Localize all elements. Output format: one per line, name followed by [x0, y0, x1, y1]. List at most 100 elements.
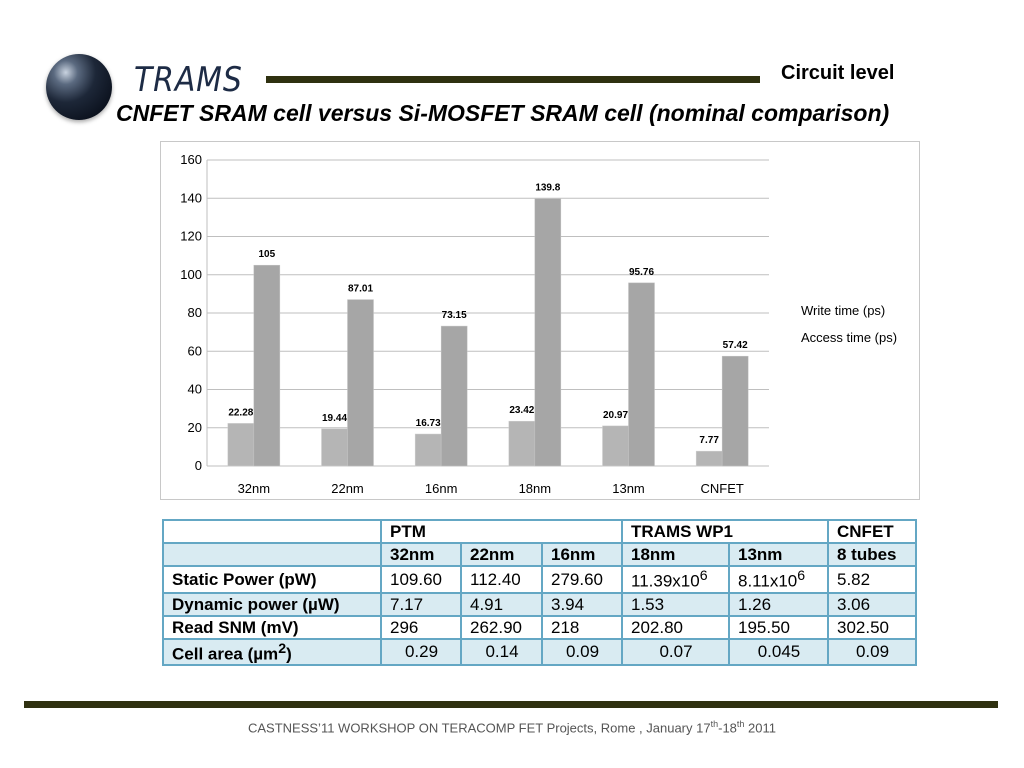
data-label-write: 20.97	[603, 410, 628, 421]
table-cell: 112.40	[460, 565, 543, 594]
section-label: Circuit level	[781, 62, 895, 84]
table-cell: 1.53	[621, 591, 730, 617]
y-tick-label: 120	[180, 229, 202, 244]
table-header-row-1: PTM TRAMS WP1 CNFET	[162, 519, 917, 544]
table-header-cnfet: CNFET	[827, 519, 917, 544]
table-cell: 0.09	[541, 637, 623, 667]
legend-entry: Write time (ps)	[801, 303, 885, 318]
table-cell: 3.94	[541, 591, 623, 617]
footer-year: 2011	[744, 720, 776, 736]
bar-write-time	[695, 450, 723, 467]
trams-logo-sphere-icon	[46, 54, 112, 120]
bar-write-time	[227, 423, 255, 467]
label-text: Cell area (µm	[172, 644, 279, 664]
table-row: Static Power (pW) 109.60 112.40 279.60 1…	[162, 565, 917, 594]
data-label-access: 73.15	[442, 310, 467, 321]
bar-write-time	[508, 420, 536, 467]
table-corner-cell	[162, 519, 382, 544]
row-label-read-snm: Read SNM (mV)	[162, 614, 382, 640]
cell-mantissa: 8.11x10	[738, 571, 798, 591]
comparison-table: PTM TRAMS WP1 CNFET 32nm 22nm 16nm 18nm …	[162, 519, 917, 667]
cell-mantissa: 11.39x10	[631, 571, 700, 591]
table-header-row-2: 32nm 22nm 16nm 18nm 13nm 8 tubes	[162, 542, 917, 567]
x-tick-label: 13nm	[612, 481, 645, 496]
table-cell: 302.50	[827, 614, 917, 640]
table-cell: 202.80	[621, 614, 730, 640]
table-cell: 218	[541, 614, 623, 640]
cell-exponent: 6	[699, 568, 708, 584]
table-row: Cell area (µm2) 0.29 0.14 0.09 0.07 0.04…	[162, 637, 917, 667]
footer-main: CASTNESS’11 WORKSHOP ON TERACOMP FET Pro…	[247, 720, 711, 736]
y-tick-label: 80	[188, 305, 202, 320]
table-cell: 7.17	[380, 591, 462, 617]
cell-exponent: 6	[797, 568, 806, 584]
bar-access-time	[253, 264, 281, 467]
bar-access-time	[628, 282, 655, 467]
table-header-16nm: 16nm	[541, 542, 623, 567]
comparison-table-wrap: PTM TRAMS WP1 CNFET 32nm 22nm 16nm 18nm …	[162, 519, 917, 667]
data-label-write: 22.28	[228, 407, 253, 418]
logo-text: TRAMS	[134, 60, 243, 100]
table-header-ptm: PTM	[380, 519, 623, 544]
x-tick-label: 22nm	[331, 481, 364, 496]
chart-svg: 0 20 40 60 80 100 120 140 160 22.28 105 32nm 19.44 87…	[180, 152, 897, 496]
bar-write-time	[321, 428, 348, 467]
row-label-cell-area: Cell area (µm2)	[162, 637, 382, 667]
data-label-write: 16.73	[416, 418, 441, 429]
y-tick-label: 40	[188, 382, 202, 397]
table-header-18nm: 18nm	[621, 542, 730, 567]
table-cell: 11.39x106	[621, 565, 730, 594]
table-cell: 279.60	[541, 565, 623, 594]
x-tick-label: 18nm	[519, 481, 552, 496]
table-cell: 4.91	[460, 591, 543, 617]
y-tick-label: 160	[180, 152, 202, 167]
table-header-32nm: 32nm	[380, 542, 462, 567]
data-label-access: 95.76	[629, 267, 654, 278]
data-label-access: 87.01	[348, 284, 373, 295]
slide-title: CNFET SRAM cell versus Si-MOSFET SRAM ce…	[116, 100, 890, 126]
table-cell: 0.045	[728, 637, 829, 667]
y-tick-label: 100	[180, 267, 202, 282]
legend-entry: Access time (ps)	[801, 330, 897, 345]
data-label-access: 57.42	[723, 340, 748, 351]
table-row: Read SNM (mV) 296 262.90 218 202.80 195.…	[162, 614, 917, 640]
table-cell: 262.90	[460, 614, 543, 640]
x-tick-label: CNFET	[700, 481, 743, 496]
footer-divider	[24, 701, 998, 708]
table-cell: 0.14	[460, 637, 543, 667]
data-label-access: 105	[258, 249, 275, 260]
table-cell: 296	[380, 614, 462, 640]
y-tick-label: 60	[188, 343, 202, 358]
row-label-static-power: Static Power (pW)	[162, 565, 382, 594]
table-header-8tubes: 8 tubes	[827, 542, 917, 567]
bar-access-time	[534, 198, 562, 467]
bar-write-time	[414, 433, 442, 467]
data-label-write: 23.42	[509, 405, 534, 416]
table-header-22nm: 22nm	[460, 542, 543, 567]
table-header-13nm: 13nm	[728, 542, 829, 567]
footer-sup-2: th	[736, 719, 745, 729]
table-cell: 0.29	[380, 637, 462, 667]
bar-access-time	[440, 325, 468, 467]
bar-write-time	[602, 425, 629, 467]
bar-access-time	[347, 299, 374, 467]
header-divider	[266, 76, 760, 83]
data-label-access: 139.8	[535, 183, 560, 194]
label-exponent: 2	[278, 640, 287, 657]
row-label-dynamic-power: Dynamic power (µW)	[162, 591, 382, 617]
footer-mid: -18	[718, 720, 737, 736]
table-cell: 0.07	[621, 637, 730, 667]
table-cell: 8.11x106	[728, 565, 829, 594]
table-header-trams: TRAMS WP1	[621, 519, 829, 544]
bar-chart: 0 20 40 60 80 100 120 140 160 22.28 105 32nm 19.44 87…	[160, 141, 920, 500]
table-cell: 109.60	[380, 565, 462, 594]
bar-access-time	[721, 355, 749, 467]
table-cell: 1.26	[728, 591, 829, 617]
table-cell: 195.50	[728, 614, 829, 640]
table-header-blank	[162, 542, 382, 567]
y-tick-label: 0	[195, 458, 202, 473]
x-tick-label: 32nm	[238, 481, 271, 496]
table-cell: 5.82	[827, 565, 917, 594]
y-tick-label: 140	[180, 190, 202, 205]
footer-sup-1: th	[710, 719, 719, 729]
